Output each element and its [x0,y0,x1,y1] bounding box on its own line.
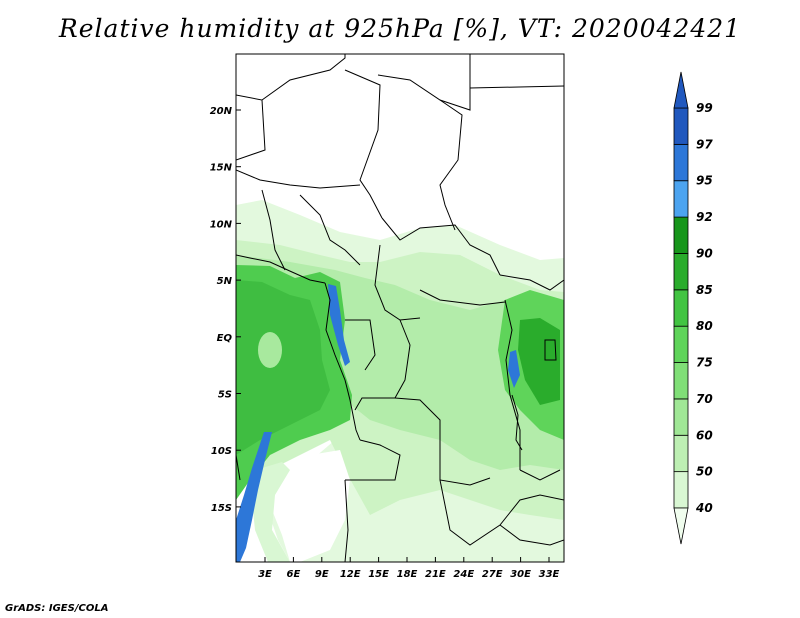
lon-label: 33E [539,569,560,580]
colorbar-swatch [673,434,689,473]
humidity-zone-saturated-sw [236,432,272,562]
lon-label: 15E [368,569,389,580]
map-frame [235,53,565,563]
lon-label: 3E [258,569,272,580]
colorbar-label: 99 [696,101,713,115]
lon-label: 18E [397,569,418,580]
lat-label: 15S [211,503,232,514]
lon-label: 30E [510,569,531,580]
colorbar-swatch [673,471,689,509]
longitude-axis: 3E 6E 9E 12E 15E 18E 21E 24E 27E 30E 33E [258,557,560,580]
lat-label: 5S [218,390,232,401]
humidity-zone-dry-sw [270,450,350,562]
lat-label: 5N [217,276,233,287]
colorbar-swatch [673,107,689,145]
lon-label: 12E [340,569,361,580]
colorbar-swatch [673,180,689,218]
colorbar-label: 90 [696,246,713,260]
map-title: Relative humidity at 925hPa [%], VT: 202… [58,14,742,43]
colorbar-label: 60 [696,428,713,442]
country-borders [236,54,564,562]
colorbar-label: 95 [696,174,713,188]
lat-label: EQ [217,333,233,344]
colorbar-swatch [673,362,689,400]
lon-label: 24E [453,569,474,580]
colorbar-label: 92 [696,210,713,224]
humidity-dry-pocket [258,332,282,368]
lon-label: 21E [425,569,446,580]
colorbar-swatch [673,143,689,182]
colorbar-swatch [673,216,689,254]
colorbar-swatch [673,253,689,291]
colorbar-swatch [673,289,689,327]
lon-label: 9E [315,569,329,580]
colorbar-swatch [673,398,689,436]
humidity-zone-east-lake [508,350,520,388]
colorbar: 40 50 60 70 75 80 85 90 92 95 97 99 [673,71,713,545]
humidity-zone-sw-edge [252,462,290,562]
colorbar-label: 75 [696,356,713,370]
humidity-zone-dark [236,280,330,455]
credit-text: GrADS: IGES/COLA [5,603,109,614]
humidity-field [236,54,564,562]
colorbar-low-arrow [673,507,689,545]
colorbar-label: 85 [696,283,713,297]
lat-label: 15N [210,163,233,174]
colorbar-swatch [673,325,689,363]
colorbar-label: 50 [696,465,713,479]
lat-label: 10N [210,219,233,230]
lon-label: 6E [287,569,301,580]
colorbar-high-arrow [673,71,689,109]
humidity-zone-saturated-coast [328,284,350,366]
colorbar-label: 80 [696,319,713,333]
lat-label: 10S [211,446,232,457]
colorbar-label: 40 [695,501,713,515]
latitude-axis: 20N 15N 10N 5N EQ 5S 10S 15S [210,106,241,514]
colorbar-label: 97 [696,137,713,151]
lon-label: 27E [482,569,503,580]
colorbar-label: 70 [696,392,713,406]
lat-label: 20N [210,106,233,117]
